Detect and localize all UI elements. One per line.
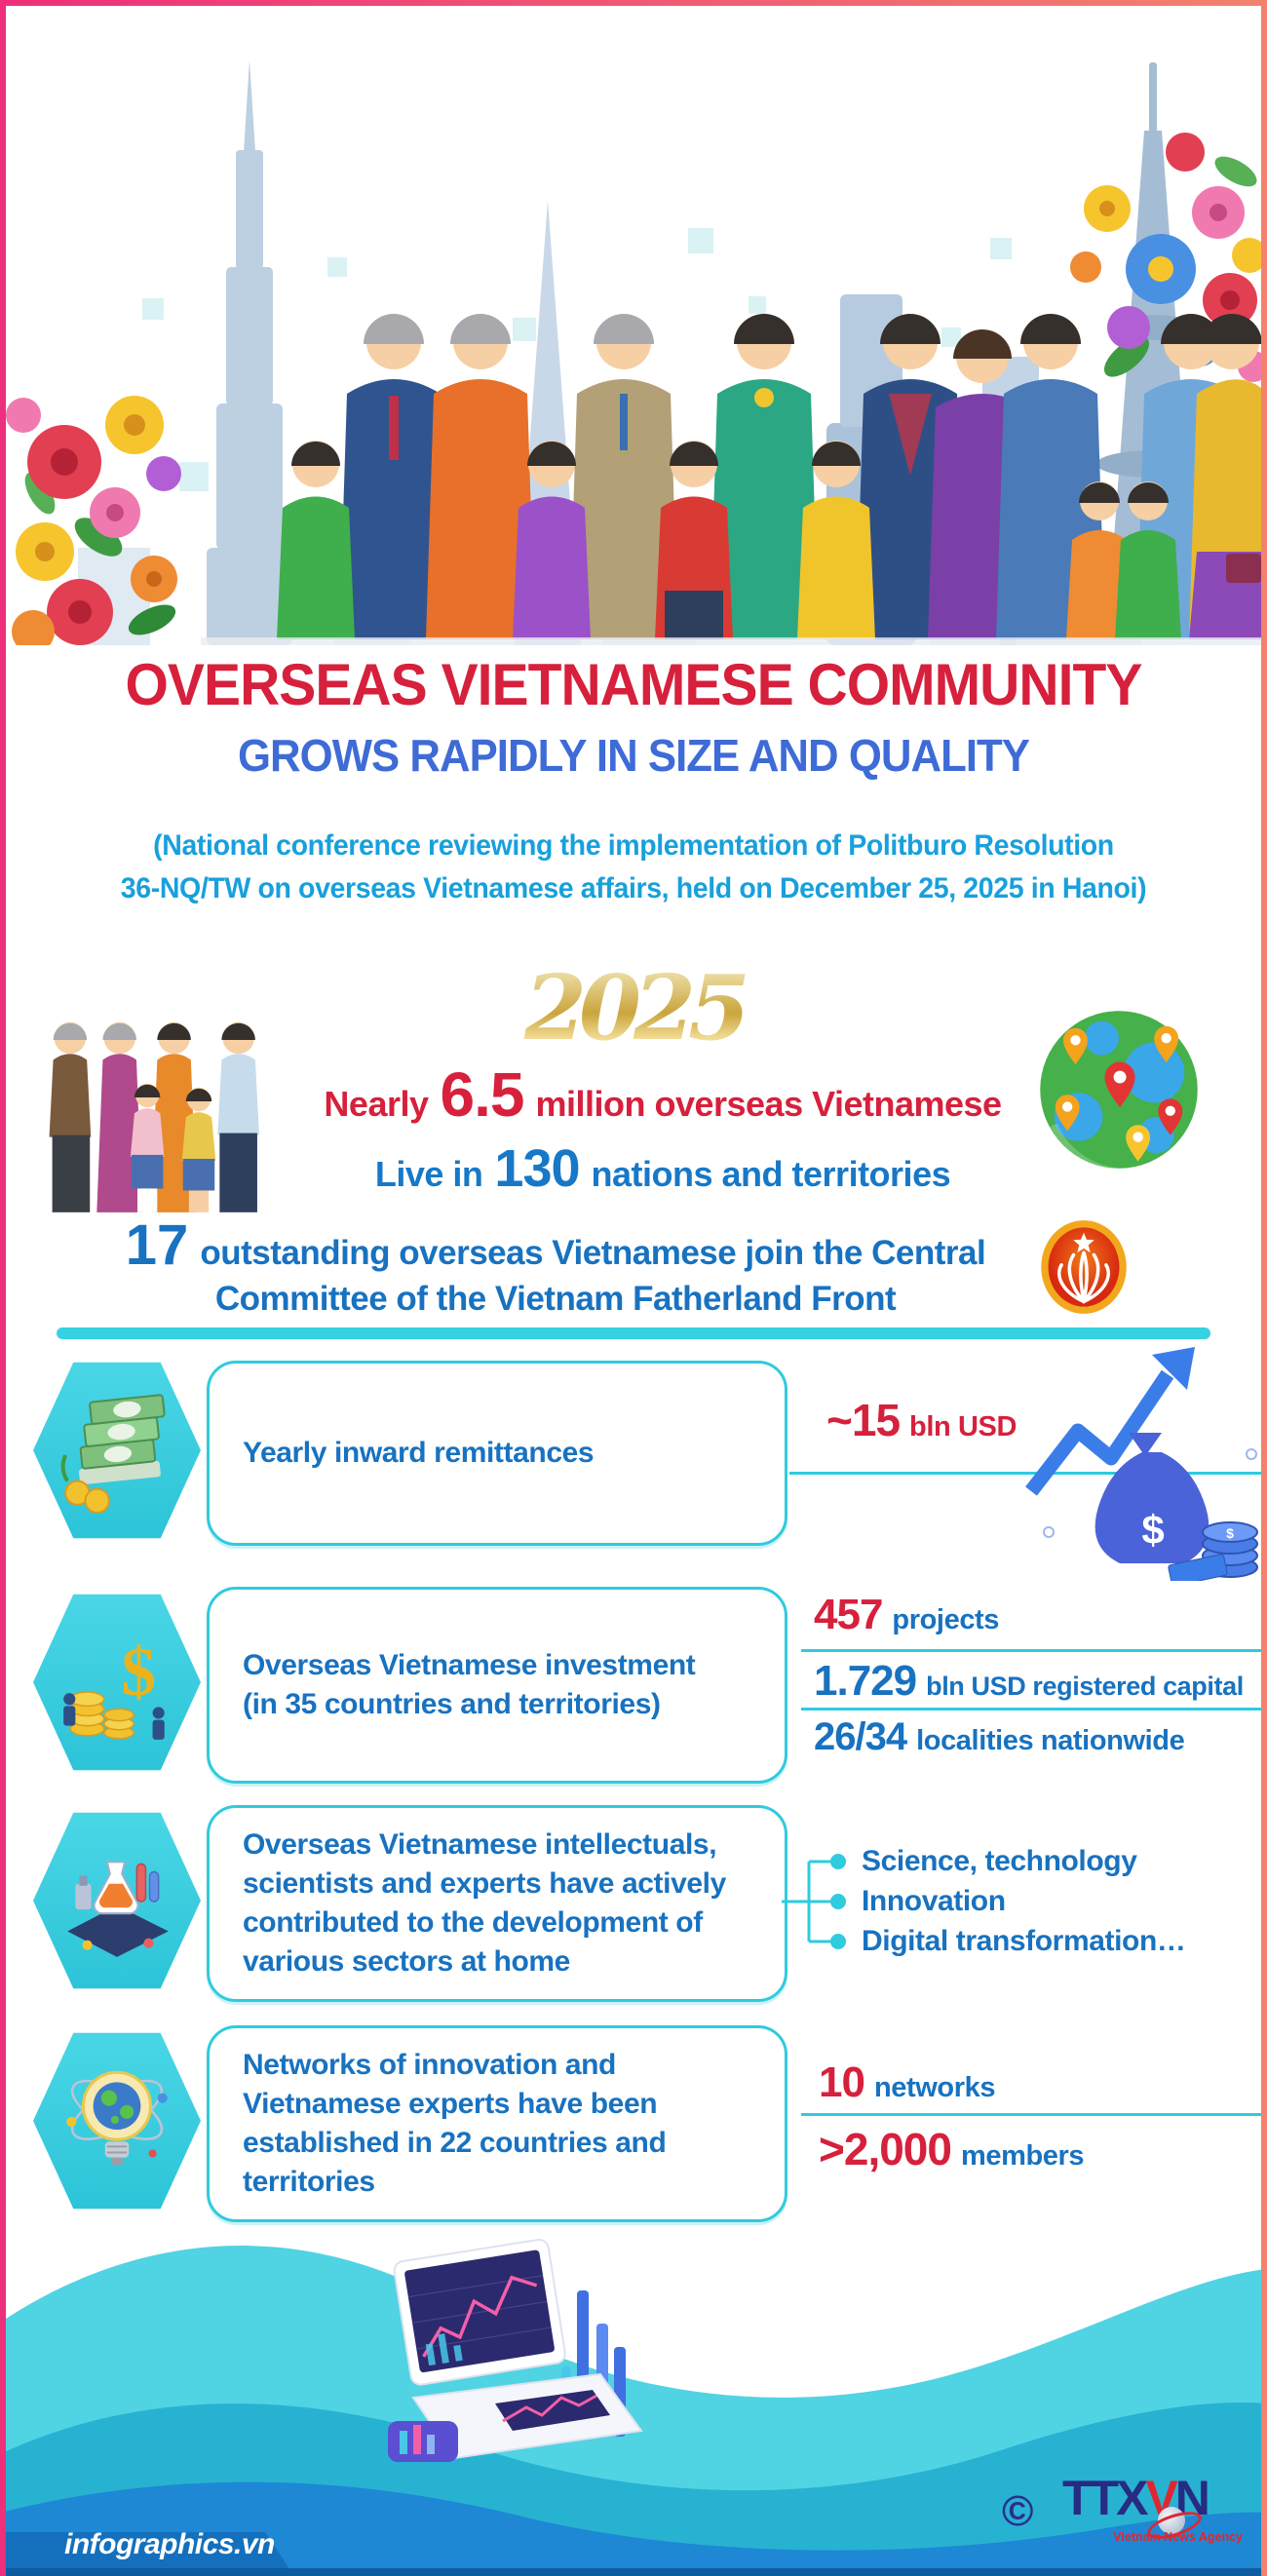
population-prefix: Nearly bbox=[324, 1084, 429, 1124]
agency-subtitle: Vietnam News Agency bbox=[1113, 2530, 1243, 2544]
science-lab-icon bbox=[67, 1861, 169, 1957]
bullet-dot-3 bbox=[830, 1934, 846, 1949]
sector-bullet-3: Digital transformation… bbox=[862, 1925, 1186, 1957]
copyright-mark: © bbox=[1002, 2487, 1034, 2535]
investment-stat-localities: 26/34 localities nationwide bbox=[814, 1715, 1185, 1758]
sector-bullet-1: Science, technology bbox=[862, 1845, 1137, 1877]
population-stat: Nearly 6.5 million overseas Vietnamese bbox=[253, 1058, 1072, 1131]
globe-pins-icon bbox=[1040, 1011, 1198, 1175]
flowers-left bbox=[6, 396, 181, 645]
svg-text:$: $ bbox=[1141, 1507, 1164, 1553]
networks-stat-members: >2,000 members bbox=[819, 2124, 1085, 2174]
svg-text:$: $ bbox=[122, 1634, 157, 1711]
investment-stat-capital: 1.729 bln USD registered capital bbox=[814, 1657, 1244, 1705]
site-label: infographics.vn bbox=[64, 2528, 275, 2560]
reach-suffix: nations and territories bbox=[591, 1154, 951, 1194]
population-value: 6.5 bbox=[440, 1059, 525, 1130]
fatherland-front-stat: 17 outstanding overseas Vietnamese join … bbox=[68, 1212, 1043, 1319]
svg-text:$: $ bbox=[1226, 1525, 1234, 1541]
money-stack-icon bbox=[60, 1394, 166, 1514]
sub-title: GROWS RAPIDLY IN SIZE AND QUALITY bbox=[238, 730, 1030, 781]
fatherland-value: 17 bbox=[125, 1213, 189, 1277]
fatherland-line2: Committee of the Vietnam Fatherland Fron… bbox=[214, 1280, 897, 1318]
conference-note: (National conference reviewing the imple… bbox=[120, 829, 1147, 904]
investment-box: Overseas Vietnamese investment (in 35 co… bbox=[207, 1587, 787, 1784]
growth-arrow-money-bag-illustration: $ $ bbox=[1025, 1347, 1258, 1581]
remittances-value: ~15 bln USD bbox=[826, 1395, 1017, 1445]
remittances-box: Yearly inward remittances bbox=[207, 1361, 787, 1546]
remittances-hexagon bbox=[33, 1362, 201, 1539]
investment-hexagon: $ bbox=[33, 1594, 201, 1771]
fatherland-front-emblem bbox=[1041, 1220, 1127, 1314]
sector-bullet-2: Innovation bbox=[862, 1885, 1006, 1917]
reach-prefix: Live in bbox=[374, 1154, 483, 1194]
investment-rule-2 bbox=[801, 1708, 1261, 1711]
coins-investment-icon: $ bbox=[63, 1634, 165, 1740]
header-illustration bbox=[6, 59, 1261, 645]
investment-label: Overseas Vietnamese investment (in 35 co… bbox=[243, 1649, 696, 1720]
intellectuals-label: Overseas Vietnamese intellectuals, scien… bbox=[243, 1828, 726, 1978]
main-title: OVERSEAS VIETNAMESE COMMUNITY bbox=[125, 652, 1143, 717]
innovation-bulb-icon bbox=[66, 2070, 168, 2166]
reach-value: 130 bbox=[494, 1139, 580, 1198]
networks-rule bbox=[801, 2113, 1261, 2116]
investment-rule-1 bbox=[801, 1649, 1261, 1652]
networks-label: Networks of innovation and Vietnamese ex… bbox=[243, 2049, 667, 2198]
networks-stat-count: 10 networks bbox=[819, 2058, 996, 2106]
bullet-dot-2 bbox=[830, 1894, 846, 1909]
intellectuals-hexagon bbox=[33, 1812, 201, 1989]
monitor-chart-illustration bbox=[388, 2239, 643, 2462]
networks-hexagon bbox=[33, 2032, 201, 2210]
reach-stat: Live in 130 nations and territories bbox=[253, 1138, 1072, 1199]
people-group-illustration bbox=[201, 314, 1261, 645]
bullet-dot-1 bbox=[830, 1854, 846, 1869]
population-suffix: million overseas Vietnamese bbox=[535, 1084, 1002, 1124]
intellectuals-box: Overseas Vietnamese intellectuals, scien… bbox=[207, 1805, 787, 2002]
ttxvn-ttx: TTX bbox=[1062, 2471, 1148, 2525]
remittances-label: Yearly inward remittances bbox=[243, 1437, 595, 1470]
fatherland-line1: outstanding overseas Vietnamese join the… bbox=[200, 1234, 986, 1272]
investment-stat-projects: 457 projects bbox=[814, 1591, 1000, 1638]
